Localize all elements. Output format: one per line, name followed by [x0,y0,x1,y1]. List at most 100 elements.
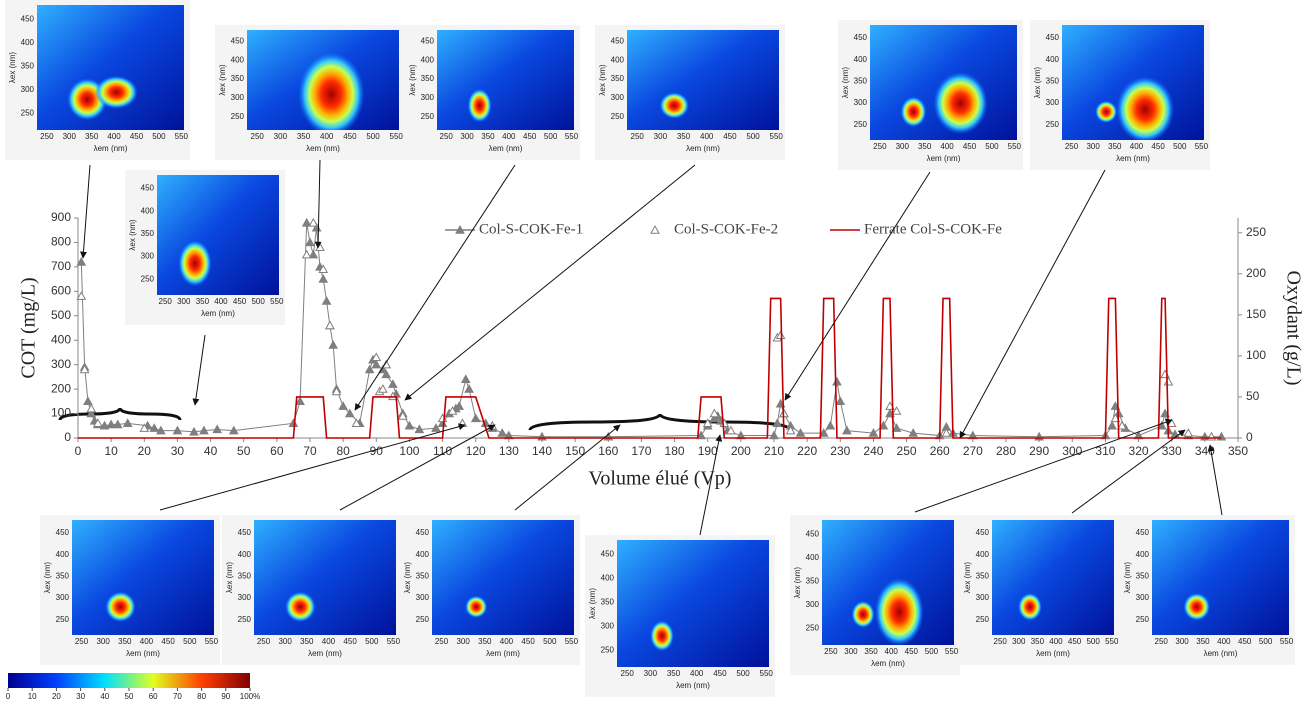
arrow [404,164,696,401]
inset-x-tick-label: 250 [1155,637,1169,646]
inset-x-tick-label: 400 [1049,637,1063,646]
data-point [331,386,342,396]
eem-inset: 250 300 350 400 450 500 550250300350400450λem … [40,515,220,665]
inset-y-tick-label: 350 [231,74,245,83]
data-point [371,352,382,362]
data-point [308,249,319,259]
colorbar-tick-label: 30 [76,692,85,701]
x-tick-label: 260 [930,444,950,458]
heatmap-peak [297,51,365,130]
legend-marker [455,224,465,234]
inset-y-tick-label: 250 [1046,120,1060,129]
data-point [825,420,836,430]
inset-x-tick-label: 450 [130,132,144,141]
arrow [699,434,723,536]
inset-x-tick-label: 500 [736,669,750,678]
data-point [149,423,160,432]
y-tick-label: 400 [51,332,71,346]
inset-x-tick-label: 350 [864,647,878,656]
eem-inset: 250 300 350 400 450 500 550250300350400450λem … [595,25,785,160]
inset-x-tick-label: 350 [85,132,99,141]
y-tick-label: 900 [51,210,71,224]
inset-x-tick-label: 550 [760,669,774,678]
inset-y-tick-label: 450 [56,528,70,537]
inset-x-tick-label: 500 [925,647,939,656]
data-point [842,425,852,435]
x-tick-label: 0 [75,444,82,458]
data-point [1107,420,1117,430]
inset-y-tick-label: 450 [1136,528,1150,537]
data-point [321,296,332,305]
inset-x-tick-label: 300 [274,132,288,141]
inset-y-tick-label: 300 [56,593,70,602]
x-tick-label: 290 [1029,444,1049,458]
inset-x-tick-label: 250 [159,297,173,306]
inset-x-tick-label: 500 [1086,637,1100,646]
inset-y-tick-label: 250 [806,624,820,633]
x-tick-label: 350 [1228,444,1248,458]
data-point [388,391,398,401]
inset-y-tick-label: 300 [141,252,155,261]
inset-y-tick-label: 300 [421,93,435,102]
inset-x-tick-label: 300 [1175,637,1189,646]
heatmap-peak [1095,100,1118,123]
heatmap-peak [465,595,488,618]
inset-y-tick-label: 400 [238,550,252,559]
eem-inset: 250 300 350 400 450 500 550250300350400450λem … [222,515,402,665]
data-point [460,374,471,384]
data-point [404,420,415,430]
inset-x-tick-label: 450 [523,132,537,141]
inset-y-tick-label: 300 [1046,98,1060,107]
data-point [371,359,382,369]
data-point [878,420,889,430]
inset-y-tick-label: 300 [611,93,625,102]
inset-y-tick-label: 450 [806,529,820,538]
inset-x-tick-label: 400 [940,142,954,151]
inset-x-tick-label: 250 [40,132,54,141]
inset-y-label: λex (nm) [963,562,972,593]
heatmap-bg [72,520,214,635]
y2-axis-label: Oxydant (g/L) [1282,271,1304,386]
heatmap-peak [933,71,988,135]
inset-x-tick-label: 300 [456,637,470,646]
inset-y-tick-label: 250 [1136,615,1150,624]
inset-x-tick-label: 400 [885,647,899,656]
arrow [354,164,516,411]
data-point [315,242,325,252]
data-point [199,425,209,435]
inset-x-tick-label: 250 [440,132,454,141]
heatmap-bg [617,540,769,667]
inset-x-tick-label: 500 [366,132,380,141]
inset-x-tick-label: 450 [1151,142,1165,151]
inset-x-tick-label: 500 [183,637,197,646]
inset-x-tick-label: 550 [565,132,579,141]
inset-y-tick-label: 300 [231,93,245,102]
inset-x-tick-label: 400 [500,637,514,646]
data-point [338,401,348,410]
data-point [464,384,474,393]
data-point [414,424,425,434]
inset-x-tick-label: 350 [667,669,681,678]
eem-inset: 250 300 350 400 450 500 550250300350400450λem … [790,515,960,675]
inset-y-label: λex (nm) [225,562,234,593]
colorbar-tick-label: 60 [149,692,158,701]
inset-y-tick-label: 300 [238,593,252,602]
colorbar-tick-label: 0 [6,692,11,701]
data-point [726,425,736,435]
x-tick-label: 210 [764,444,784,458]
inset-y-tick-label: 450 [976,528,990,537]
arrow [314,159,322,249]
inset-y-tick-label: 350 [416,572,430,581]
inset-y-tick-label: 250 [854,120,868,129]
inset-x-tick-label: 250 [824,647,838,656]
x-tick-label: 190 [698,444,718,458]
y-tick-label: 800 [51,235,71,249]
inset-y-tick-label: 250 [141,274,155,283]
inset-x-tick-label: 350 [196,297,210,306]
inset-x-tick-label: 400 [107,132,121,141]
inset-x-tick-label: 350 [1108,142,1122,151]
data-point [1160,369,1170,379]
inset-x-tick-label: 550 [270,297,284,306]
heatmap-peak [94,75,138,109]
